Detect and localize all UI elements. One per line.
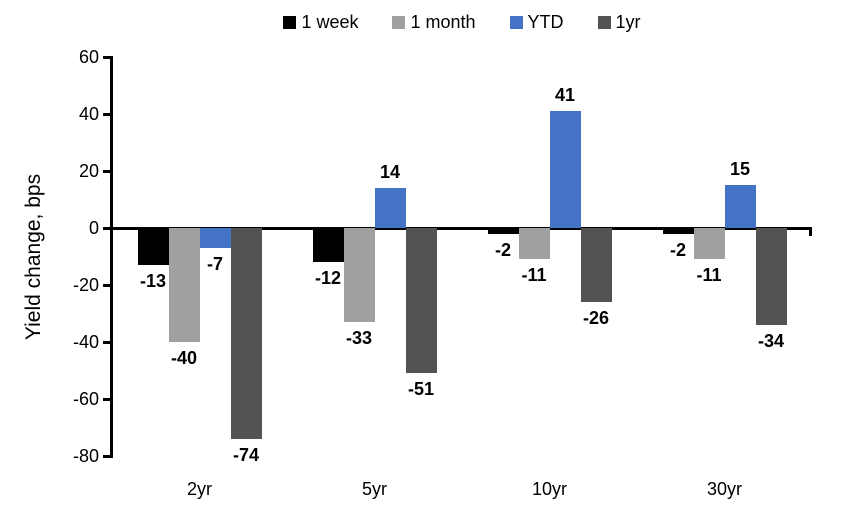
data-label-5yr-1-month: -33 (345, 328, 372, 349)
bar-5yr-ytd (374, 188, 406, 228)
bar-2yr-1-week (137, 228, 169, 266)
bar-2yr-1-month (168, 228, 200, 342)
x-axis-category-label-30yr: 30yr (706, 479, 742, 499)
legend-swatch-icon (392, 15, 406, 29)
x-axis-category-label-10yr: 10yr (531, 479, 567, 499)
y-axis-line (110, 56, 113, 458)
y-axis-tick-mark (103, 226, 111, 230)
bar-10yr-ytd (549, 111, 581, 228)
bar-10yr-1yr (580, 228, 612, 303)
data-label-30yr-1yr: -34 (757, 330, 784, 351)
x-axis-category-label-2yr: 2yr (186, 479, 212, 499)
data-label-10yr-1-month: -11 (521, 265, 547, 286)
y-axis-title: Yield change, bps (22, 173, 45, 341)
y-axis-tick-mark (103, 454, 111, 458)
y-axis-tick-label: -80 (72, 446, 99, 466)
legend-label: 1 month (410, 12, 476, 32)
bar-2yr-1yr (230, 228, 262, 439)
bar-2yr-ytd (199, 228, 231, 248)
bar-5yr-1-week (312, 228, 344, 263)
bar-5yr-1yr (405, 228, 437, 374)
y-axis-tick-label: 20 (78, 161, 99, 181)
data-label-30yr-ytd: 15 (729, 159, 751, 180)
y-axis-tick-label: -40 (72, 332, 99, 352)
data-label-2yr-1-week: -13 (139, 271, 166, 292)
legend-label: 1 week (301, 12, 359, 32)
y-axis-tick-mark (103, 112, 111, 116)
data-label-5yr-1-week: -12 (314, 268, 341, 289)
y-axis-tick-mark (103, 340, 111, 344)
y-axis-tick-mark (103, 169, 111, 173)
legend-item-1-month: 1 month (392, 12, 476, 32)
legend-item-1-week: 1 week (283, 13, 358, 31)
y-axis-tick-label: -60 (72, 389, 99, 409)
bar-30yr-ytd (724, 185, 756, 228)
data-label-10yr-1-week: -2 (494, 239, 511, 260)
y-axis-tick-label: -20 (72, 275, 99, 295)
legend-item-ytd: YTD (509, 12, 564, 32)
bar-30yr-1yr (755, 228, 787, 325)
data-label-10yr-ytd: 41 (554, 85, 576, 106)
legend-label: YTD (527, 12, 564, 32)
data-label-5yr-ytd: 14 (379, 162, 401, 183)
data-label-2yr-ytd: -7 (206, 253, 223, 274)
data-label-5yr-1yr: -51 (407, 379, 434, 400)
bar-10yr-1-week (487, 228, 519, 234)
data-label-2yr-1yr: -74 (232, 444, 259, 465)
data-label-30yr-1-month: -11 (696, 265, 722, 286)
x-axis-zero-line (110, 227, 812, 230)
data-label-2yr-1-month: -40 (170, 348, 197, 368)
y-axis-tick-label: 40 (78, 104, 99, 124)
legend-item-1yr: 1yr (597, 12, 641, 32)
y-axis-tick-label: 60 (78, 47, 99, 67)
x-axis-category-label-5yr: 5yr (361, 479, 387, 499)
legend-label: 1yr (615, 12, 641, 32)
legend-swatch-icon (283, 15, 297, 29)
data-label-30yr-1-week: -2 (669, 239, 686, 260)
y-axis-tick-mark (103, 55, 111, 59)
y-axis-tick-mark (103, 283, 111, 287)
y-axis-tick-mark (103, 397, 111, 401)
bar-5yr-1-month (343, 228, 375, 323)
x-axis-end-tick (809, 227, 812, 236)
bar-10yr-1-month (518, 228, 550, 260)
chart-legend: 1 week 1 month YTD 1yr (112, 8, 812, 36)
legend-swatch-icon (509, 15, 523, 29)
data-label-10yr-1yr: -26 (582, 308, 609, 329)
y-axis-tick-label: 0 (88, 218, 99, 238)
legend-swatch-icon (597, 15, 611, 29)
bar-30yr-1-month (693, 228, 725, 260)
bar-30yr-1-week (662, 228, 694, 234)
